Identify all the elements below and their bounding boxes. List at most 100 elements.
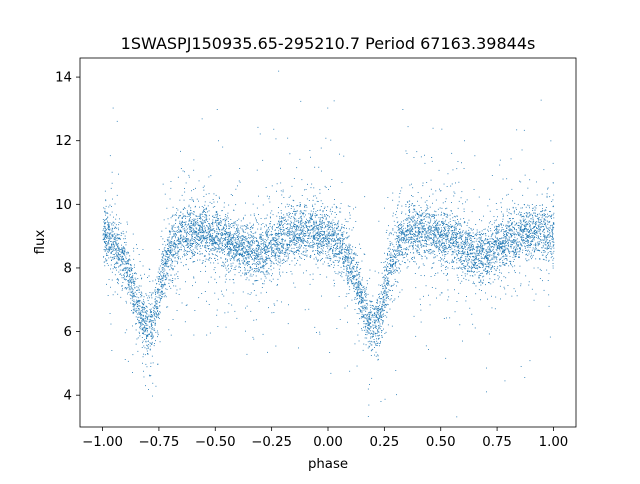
data-point (505, 262, 507, 264)
data-point (194, 242, 196, 244)
data-point (117, 247, 119, 249)
data-point (289, 240, 291, 241)
data-point (428, 217, 430, 219)
data-point (411, 226, 413, 228)
data-point (435, 224, 437, 226)
data-point (367, 331, 369, 333)
data-point (355, 289, 357, 290)
data-point (549, 336, 551, 338)
data-point (138, 297, 140, 299)
data-point (531, 223, 533, 225)
data-point (293, 222, 295, 224)
data-point (208, 210, 210, 212)
data-point (364, 304, 366, 306)
data-point (225, 231, 227, 233)
data-point (112, 231, 114, 233)
data-point (265, 241, 267, 243)
data-point (437, 242, 439, 244)
data-point (121, 260, 122, 262)
data-point (250, 310, 252, 312)
data-point (276, 247, 278, 249)
data-point (523, 224, 525, 226)
data-point (332, 228, 334, 230)
data-point (221, 235, 223, 236)
data-point (116, 279, 118, 280)
data-point (431, 157, 433, 158)
data-point (464, 242, 465, 244)
data-point (503, 235, 505, 237)
data-point (325, 240, 326, 242)
data-point (426, 257, 428, 259)
data-point (243, 252, 245, 254)
data-point (141, 292, 143, 294)
data-point (443, 247, 445, 249)
data-point (549, 245, 551, 247)
data-point (221, 228, 223, 230)
data-point (127, 223, 128, 225)
data-point (262, 265, 264, 267)
data-point (109, 236, 111, 238)
data-point (136, 338, 138, 340)
data-point (286, 243, 288, 245)
data-point (475, 240, 477, 242)
data-point (325, 137, 327, 139)
data-point (132, 311, 134, 313)
data-point (440, 265, 442, 267)
data-point (308, 235, 310, 236)
data-point (125, 263, 127, 265)
data-point (317, 228, 318, 230)
data-point (441, 221, 443, 223)
data-point (176, 310, 178, 311)
data-point (373, 319, 375, 321)
data-point (205, 255, 206, 257)
data-point (446, 260, 448, 262)
data-point (382, 277, 384, 279)
data-point (229, 226, 231, 228)
data-point (205, 258, 207, 260)
data-point (125, 231, 127, 233)
data-point (260, 249, 262, 251)
data-point (108, 249, 110, 251)
data-point (313, 237, 315, 238)
data-point (196, 235, 197, 237)
data-point (520, 181, 522, 183)
data-point (363, 298, 364, 300)
data-point (498, 246, 500, 248)
data-point (420, 207, 422, 208)
data-point (131, 276, 133, 278)
data-point (435, 287, 437, 289)
data-point (344, 250, 346, 252)
data-point (214, 247, 216, 249)
data-point (434, 250, 435, 252)
data-point (233, 225, 235, 226)
data-point (514, 240, 516, 242)
data-point (225, 278, 227, 280)
data-point (367, 328, 369, 330)
data-point (515, 249, 516, 251)
data-point (430, 227, 432, 229)
data-point (229, 239, 231, 241)
data-point (111, 234, 113, 236)
data-point (350, 268, 351, 270)
data-point (449, 221, 451, 222)
data-point (518, 213, 519, 215)
data-point (184, 171, 185, 173)
data-point (544, 236, 546, 238)
data-point (301, 257, 303, 259)
data-point (372, 341, 374, 343)
data-point (524, 243, 526, 245)
data-point (417, 238, 418, 240)
data-point (484, 258, 485, 260)
data-point (132, 274, 134, 276)
data-point (499, 159, 501, 161)
data-point (181, 302, 183, 304)
data-point (231, 304, 233, 306)
data-point (231, 248, 233, 250)
data-point (274, 239, 276, 241)
data-point (228, 238, 230, 240)
data-point (214, 267, 216, 268)
data-point (451, 152, 453, 154)
data-point (419, 228, 421, 230)
data-point (425, 215, 427, 216)
data-point (385, 304, 387, 305)
